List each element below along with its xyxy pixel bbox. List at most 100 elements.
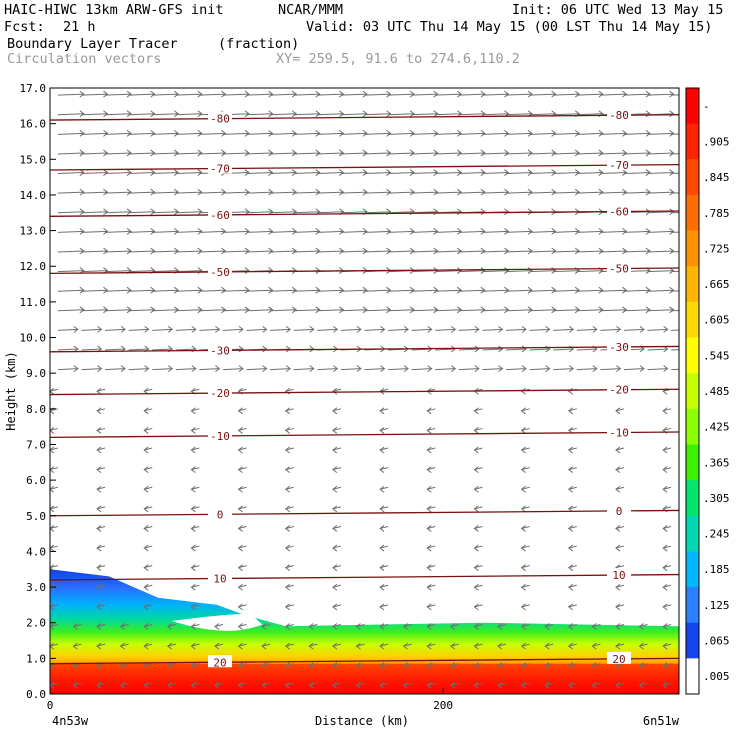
temperature-contour	[50, 573, 679, 581]
circulation-vector-head	[473, 485, 479, 493]
circulation-vector-head	[284, 485, 291, 493]
circulation-vector-head	[662, 623, 668, 630]
circulation-vector	[639, 624, 648, 627]
circulation-vector-head	[480, 188, 486, 196]
circulation-vector	[576, 172, 603, 175]
circulation-vector	[238, 506, 247, 510]
circulation-vector-head	[574, 227, 581, 235]
circulation-vector-head	[551, 286, 557, 294]
circulation-vector	[435, 230, 462, 233]
contour-label-bg	[607, 204, 631, 217]
fcst-label: Fcst:	[4, 19, 45, 35]
circulation-vector-head	[591, 623, 597, 630]
vector-name: Circulation vectors	[7, 51, 162, 67]
circulation-vector-head	[237, 662, 243, 670]
circulation-vector-head	[567, 564, 574, 572]
circulation-vector	[175, 289, 202, 292]
circulation-vector-head	[409, 247, 415, 255]
colorbar-swatch	[686, 622, 699, 659]
circulation-vector	[332, 663, 342, 667]
circulation-vector-head	[574, 129, 581, 137]
circulation-vector	[663, 643, 672, 647]
circulation-vector-head	[96, 642, 102, 650]
circulation-vector-head	[379, 623, 385, 630]
circulation-vector	[332, 427, 342, 431]
circulation-vector	[458, 172, 485, 175]
circulation-vector	[222, 368, 243, 371]
colorbar-label: .485	[703, 385, 730, 398]
circulation-vector	[568, 663, 577, 667]
circulation-vector	[388, 230, 415, 233]
circulation-vector-head	[73, 325, 79, 333]
contour-label-bg	[607, 339, 631, 352]
y-tick-label: 17.0	[20, 82, 47, 95]
temperature-contour	[50, 210, 679, 217]
circulation-vector	[152, 113, 179, 116]
circulation-vector	[639, 663, 648, 667]
circulation-vector	[521, 506, 530, 510]
circulation-vector	[427, 604, 436, 608]
circulation-vector	[57, 132, 84, 135]
circulation-vector-head	[315, 169, 321, 176]
circulation-vector	[576, 289, 603, 292]
circulation-vector	[120, 643, 129, 647]
circulation-vector-head	[480, 267, 486, 274]
circulation-vector	[663, 565, 672, 569]
circulation-vector-head	[662, 642, 668, 650]
circulation-vector	[340, 309, 367, 312]
contour-label: -20	[609, 384, 629, 397]
circulation-vector	[246, 191, 273, 194]
circulation-vector-head	[190, 466, 196, 474]
x-tick-label: 200	[433, 699, 453, 712]
circulation-vector	[105, 191, 132, 194]
circulation-vector-head	[244, 149, 250, 157]
circulation-vector	[332, 467, 342, 471]
circulation-vector-head	[144, 325, 150, 333]
circulation-vector	[293, 328, 314, 331]
circulation-vector-head	[574, 306, 581, 314]
circulation-vector	[214, 682, 224, 686]
circulation-vector-head	[333, 365, 339, 373]
circulation-vector-head	[545, 325, 551, 333]
circulation-vector	[506, 230, 533, 233]
contour-label: -60	[210, 209, 230, 222]
circulation-vector-head	[50, 564, 55, 572]
colorbar-swatch	[686, 159, 699, 196]
circulation-vector	[411, 132, 438, 135]
circulation-vector	[623, 289, 650, 292]
circulation-vector-head	[497, 642, 503, 650]
circulation-vector-head	[356, 365, 362, 373]
circulation-vector-head	[150, 129, 156, 137]
circulation-vector	[506, 250, 533, 253]
circulation-vector	[144, 467, 153, 471]
circulation-vector-head	[237, 564, 243, 572]
circulation-vector	[246, 309, 273, 312]
contour-label-bg	[607, 158, 631, 171]
circulation-vector	[317, 289, 344, 292]
circulation-vector	[450, 682, 459, 686]
circulation-vector-head	[339, 129, 345, 137]
circulation-vector-head	[355, 662, 361, 670]
circulation-vector	[529, 132, 556, 135]
circulation-vector	[427, 663, 436, 667]
contour-label-bg	[607, 651, 631, 664]
circulation-vector	[81, 172, 108, 175]
circulation-vector-head	[50, 466, 55, 474]
circulation-vector	[191, 525, 200, 529]
contour-label: -30	[210, 344, 230, 357]
circulation-vector	[199, 132, 226, 135]
circulation-vector	[521, 447, 530, 451]
circulation-vector	[568, 408, 577, 412]
circulation-vector	[175, 191, 202, 194]
circulation-vector-head	[244, 169, 250, 176]
circulation-vector	[458, 250, 485, 253]
circulation-vector	[144, 486, 153, 490]
circulation-vector	[458, 348, 479, 351]
circulation-vector	[521, 545, 530, 549]
circulation-vector	[222, 328, 243, 331]
circulation-vector	[553, 289, 580, 292]
circulation-vector	[474, 624, 483, 627]
circulation-vector-head	[527, 267, 533, 274]
circulation-vector-head	[379, 662, 385, 670]
circulation-vector	[238, 388, 247, 392]
